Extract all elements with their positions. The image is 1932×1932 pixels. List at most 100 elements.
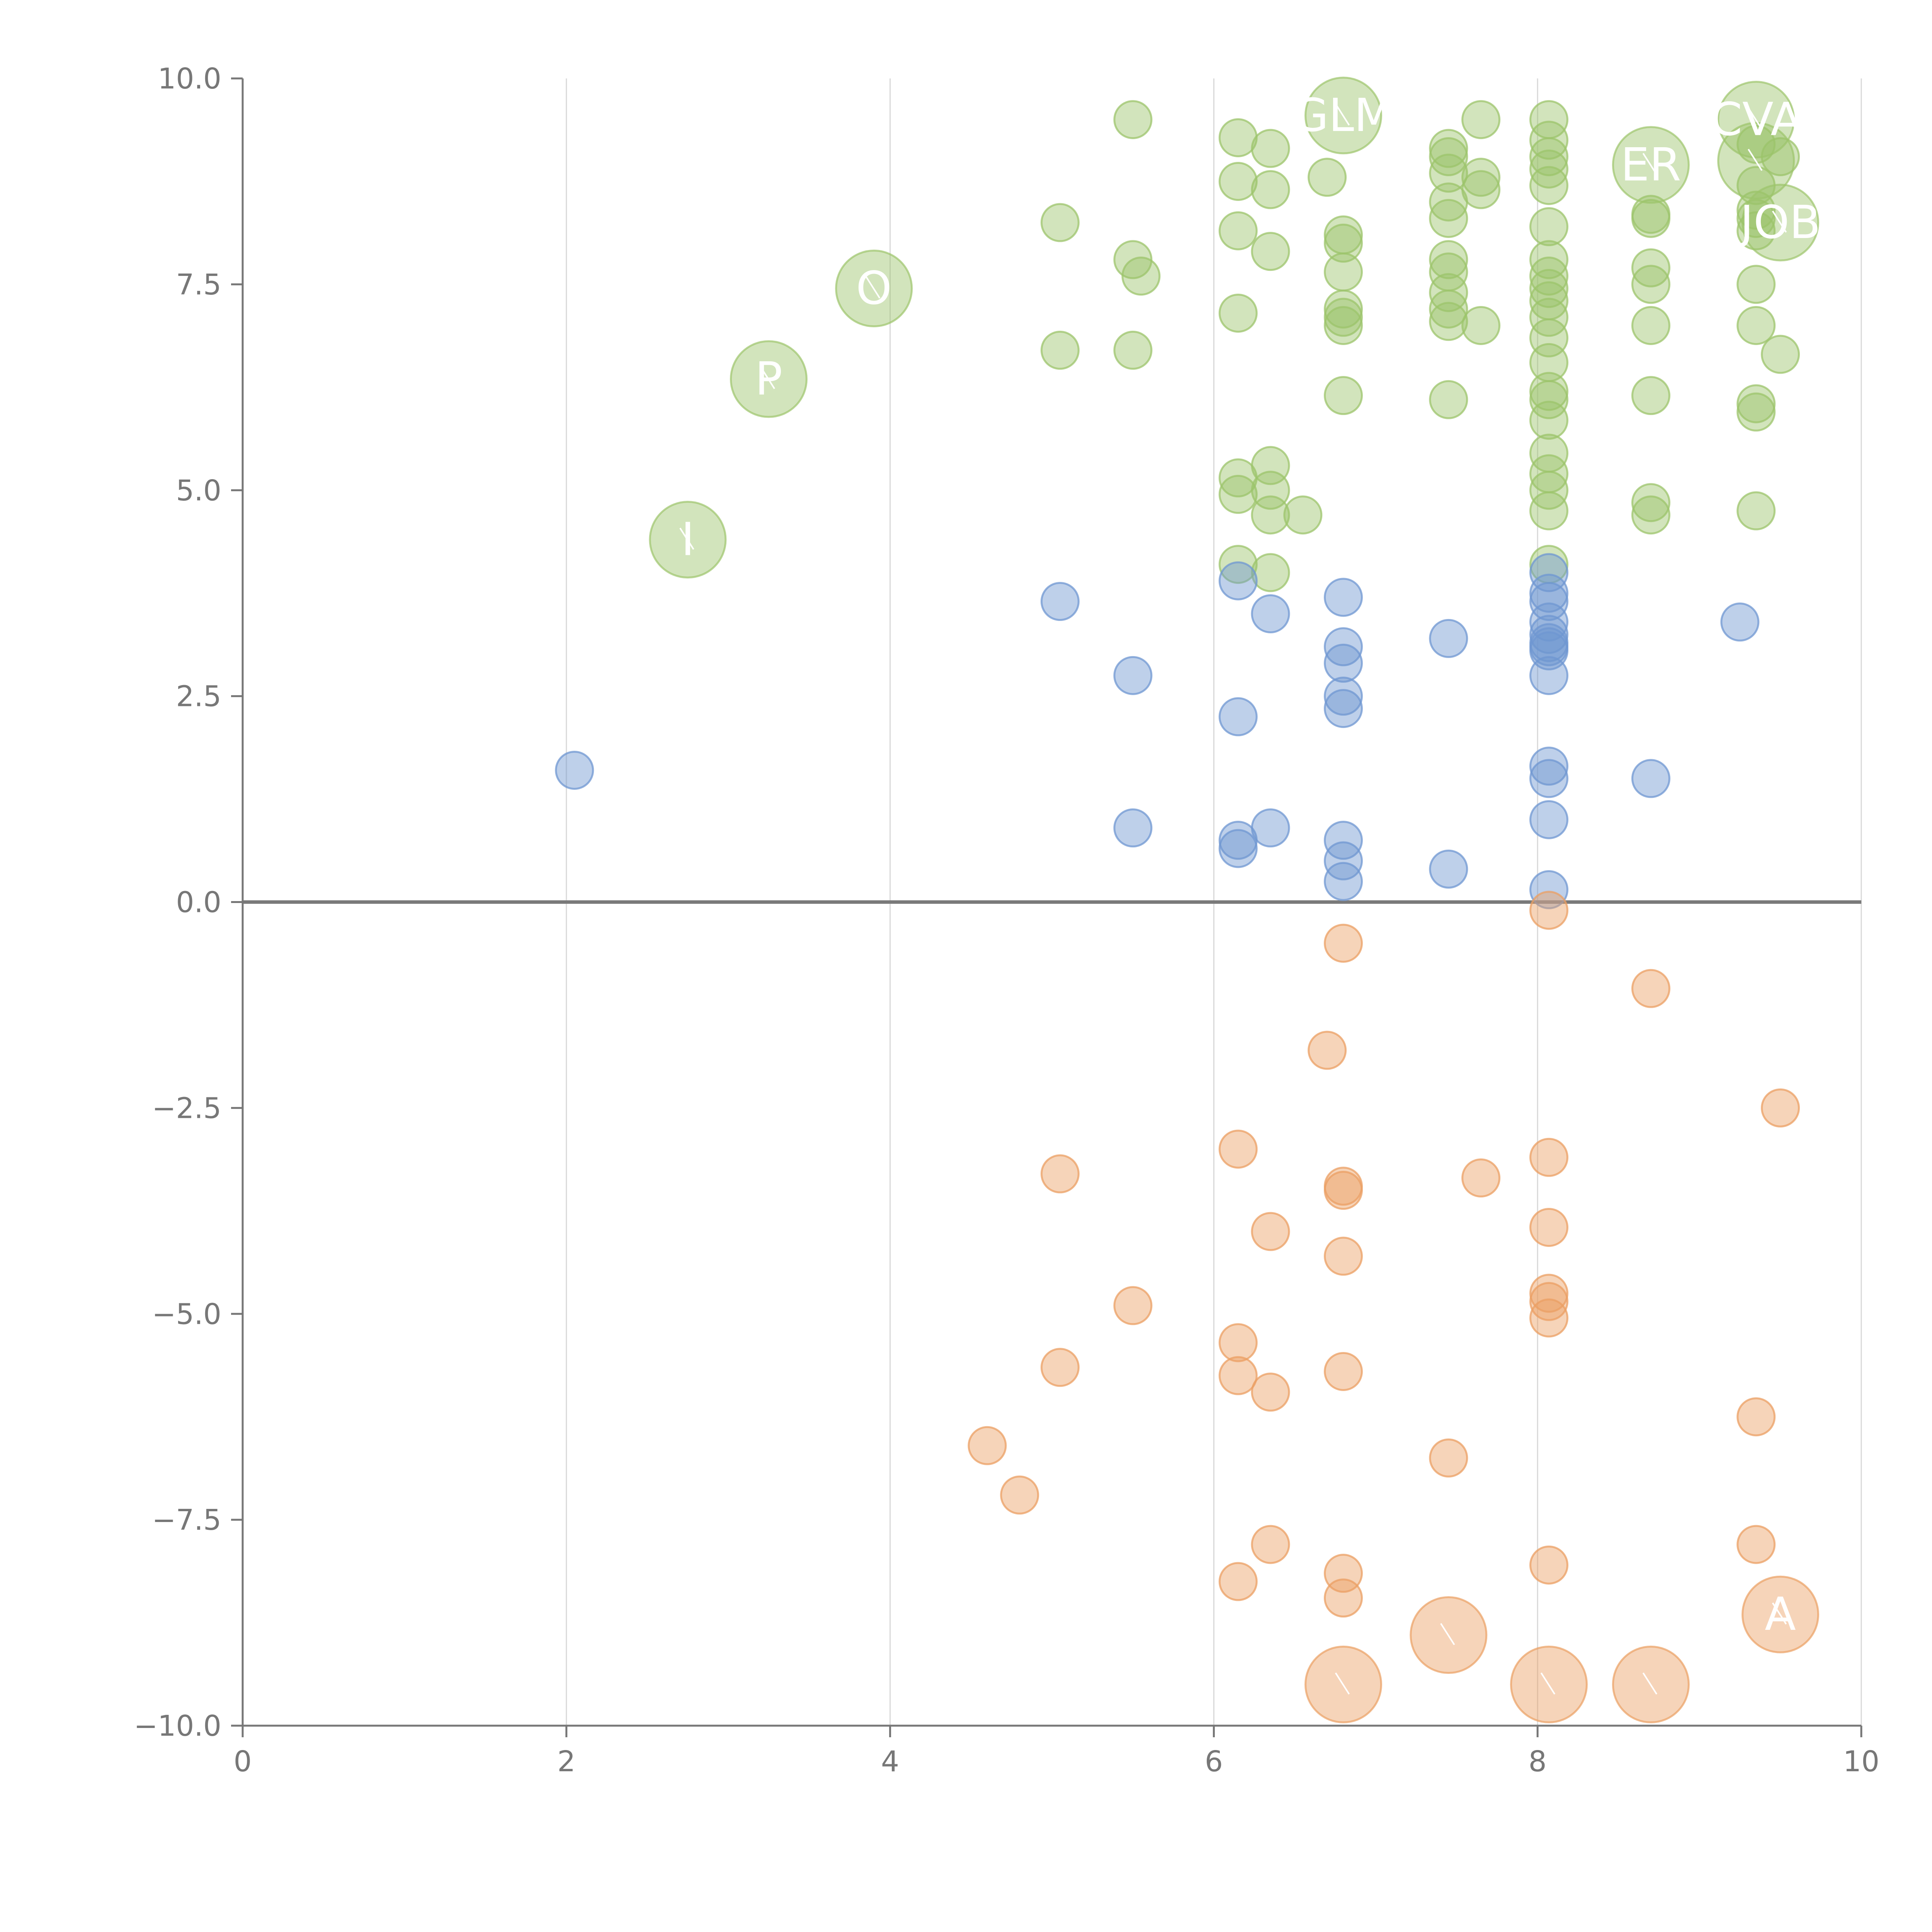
- axes: 10.0 7.5 5.0 2.5 0.0 −2.5 −5.0 −7.5 −10.0 0 2 4 6 8 10: [134, 62, 1879, 1778]
- leader-orange-1: [1440, 1623, 1455, 1645]
- point-blue-31: [1529, 800, 1569, 839]
- point-label-orange-0: A: [1765, 1587, 1796, 1641]
- point-green-69: [1736, 306, 1776, 345]
- x-tick-label-3: 6: [1205, 1745, 1223, 1778]
- leader-green-6: [760, 367, 776, 389]
- point-orange-8: [1324, 1171, 1363, 1210]
- point-orange-10: [1529, 1138, 1569, 1177]
- point-orange-2: [1631, 969, 1670, 1008]
- point-green-3: [1308, 158, 1347, 197]
- point-green-25: [1529, 401, 1569, 440]
- y-tick-label-0: 10.0: [158, 62, 221, 95]
- point-blue-33: [1631, 759, 1670, 798]
- x-tick-label-4: 8: [1529, 1745, 1547, 1778]
- point-green-38: [1218, 293, 1258, 333]
- point-green-34: [1251, 232, 1290, 271]
- point-blue-8: [1251, 594, 1290, 633]
- point-green-18: [1529, 269, 1569, 308]
- point-orange-32: [1529, 1545, 1569, 1585]
- point-blue-0: [555, 750, 594, 790]
- point-green-33: [1218, 211, 1258, 250]
- point-green-15: [1529, 207, 1569, 247]
- point-blue-9: [1251, 808, 1290, 848]
- point-green-0: [1113, 100, 1153, 139]
- point-orange-25: [1000, 1475, 1039, 1515]
- point-green-56: [1429, 380, 1468, 419]
- point-blue-30: [1529, 759, 1569, 798]
- point-orange-16: [1529, 1298, 1569, 1338]
- point-orange-26: [1429, 1438, 1468, 1478]
- y-tick-label-6: −5.0: [152, 1298, 221, 1331]
- point-blue-18: [1429, 619, 1468, 658]
- point-blue-22: [1529, 582, 1569, 621]
- point-green-44: [1324, 289, 1363, 329]
- point-blue-28: [1529, 656, 1569, 695]
- point-orange-20: [1218, 1356, 1258, 1395]
- leader-green-3: [1748, 149, 1763, 171]
- point-blue-4: [1218, 561, 1258, 600]
- point-blue-3: [1113, 808, 1153, 848]
- leader-orange-4: [1642, 1672, 1658, 1695]
- point-blue-11: [1324, 627, 1363, 667]
- point-green-16: [1529, 240, 1569, 279]
- y-tick-label-1: 7.5: [176, 268, 221, 301]
- point-orange-5: [1218, 1129, 1258, 1169]
- y-tick-label-4: 0.0: [176, 886, 221, 919]
- point-green-63: [1736, 125, 1776, 164]
- point-blue-34: [1720, 602, 1760, 642]
- point-orange-23: [1736, 1397, 1776, 1437]
- point-green-24: [1529, 380, 1569, 419]
- point-blue-21: [1529, 573, 1569, 613]
- y-tick-label-3: 2.5: [176, 680, 221, 713]
- leader-orange-0: [1772, 1602, 1787, 1625]
- point-green-54: [1429, 302, 1468, 341]
- point-orange-1: [1324, 923, 1363, 963]
- point-orange-18: [1218, 1323, 1258, 1362]
- x-tick-label-0: 0: [233, 1745, 252, 1778]
- point-green-62: [1631, 376, 1670, 415]
- point-green-84: [1736, 491, 1776, 531]
- point-blue-1: [1040, 582, 1080, 621]
- x-tick-label-5: 10: [1843, 1745, 1879, 1778]
- leader-green-0: [1335, 103, 1350, 126]
- y-tick-label-7: −7.5: [152, 1503, 221, 1537]
- point-orange-27: [1251, 1525, 1290, 1564]
- point-orange-0: [1529, 891, 1569, 930]
- point-green-14: [1529, 166, 1569, 205]
- point-label-green-5: O: [856, 262, 892, 315]
- leader-green-7: [679, 527, 694, 550]
- point-orange-19: [1040, 1348, 1080, 1387]
- point-green-59: [1631, 248, 1670, 287]
- point-label-green-2: CVA: [1711, 93, 1802, 146]
- leader-orange-3: [1540, 1672, 1556, 1695]
- point-green-82: [1631, 483, 1670, 522]
- point-green-75: [1218, 474, 1258, 514]
- point-orange-22: [1324, 1352, 1363, 1391]
- point-blue-16: [1324, 841, 1363, 881]
- point-blue-29: [1529, 747, 1569, 786]
- point-green-70: [1736, 384, 1776, 423]
- point-blue-32: [1529, 870, 1569, 910]
- point-green-58: [1631, 199, 1670, 238]
- point-blue-15: [1324, 821, 1363, 860]
- point-green-65: [1736, 190, 1776, 230]
- leader-orange-2: [1335, 1672, 1350, 1695]
- point-label-green-1: ER: [1621, 138, 1681, 191]
- x-tick-label-1: 2: [557, 1745, 575, 1778]
- point-green-35: [1040, 203, 1080, 242]
- point-orange-31: [1324, 1578, 1363, 1618]
- point-orange-11: [1251, 1212, 1290, 1251]
- y-tick-label-2: 5.0: [176, 474, 221, 507]
- point-green-42: [1324, 223, 1363, 263]
- point-green-78: [1251, 495, 1290, 535]
- point-green-61: [1631, 306, 1670, 345]
- leader-green-1: [1642, 153, 1658, 175]
- point-green-81: [1251, 553, 1290, 592]
- point-blue-10: [1324, 578, 1363, 617]
- leader-green-5: [866, 276, 881, 299]
- point-orange-21: [1251, 1372, 1290, 1412]
- point-green-8: [1461, 158, 1501, 197]
- point-blue-5: [1218, 697, 1258, 736]
- point-green-2: [1251, 129, 1290, 168]
